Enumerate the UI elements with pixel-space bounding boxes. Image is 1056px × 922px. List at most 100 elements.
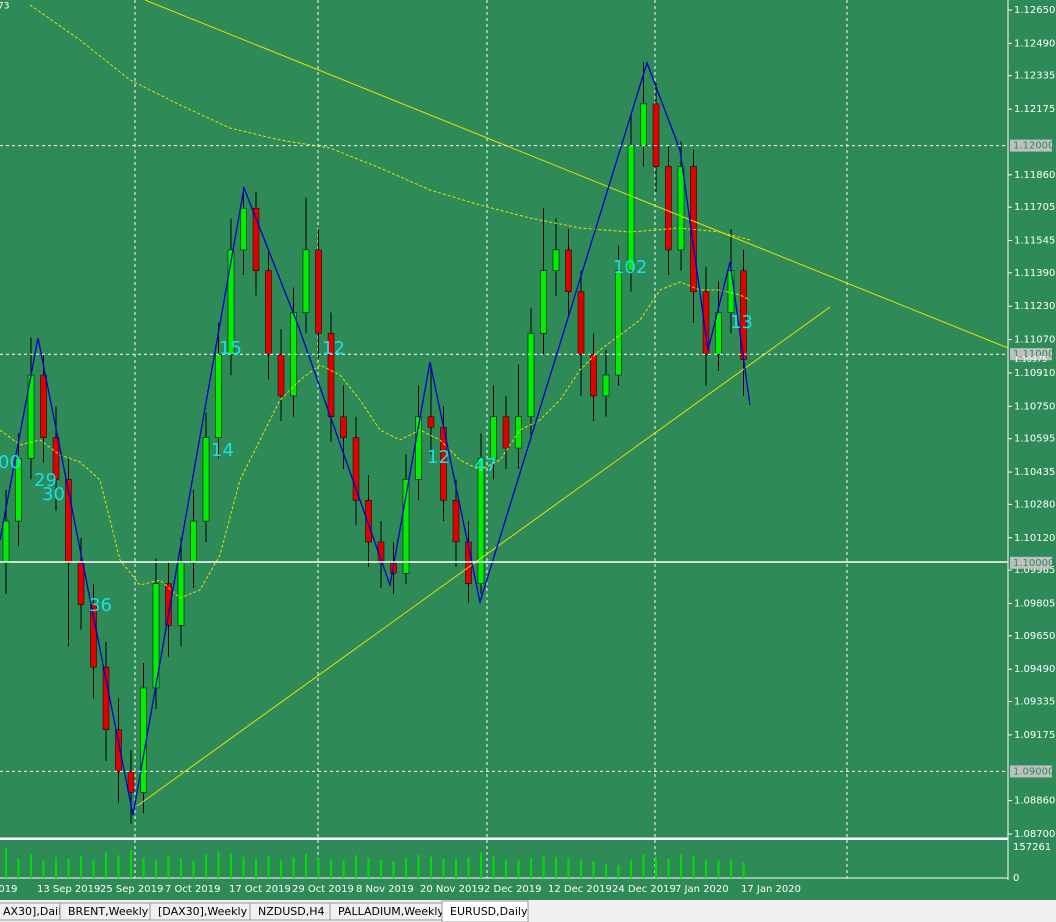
- tab-label[interactable]: PALLADIUM,Weekly: [338, 905, 444, 918]
- x-tick-label: 29 Oct 2019: [292, 884, 354, 895]
- candle-body: [665, 166, 672, 251]
- candle-body: [240, 207, 247, 251]
- wave-label: 29: [34, 470, 57, 491]
- trend-line: [136, 306, 831, 807]
- volume-tick-label: 157261: [1013, 842, 1051, 853]
- x-tick-label: 17 Oct 2019: [229, 884, 291, 895]
- candle-body: [40, 374, 47, 438]
- candle-body: [590, 353, 597, 397]
- candle-body: [415, 416, 422, 480]
- y-tick-label: 1.12650: [1014, 5, 1055, 16]
- candle-body: [190, 520, 197, 564]
- wave-label: 15: [219, 338, 242, 359]
- candle-body: [252, 207, 260, 272]
- wave-label: 102: [613, 257, 647, 278]
- candle-body: [365, 499, 372, 543]
- y-tick-label: 1.09650: [1014, 631, 1055, 642]
- wave-label: 30: [42, 484, 65, 505]
- volume-area: [0, 840, 1008, 878]
- candle-body: [265, 270, 272, 355]
- x-tick-label: 24 Dec 2019: [612, 884, 676, 895]
- x-tick-label: 25 Sep 2019: [100, 884, 163, 895]
- price-axis: [1008, 0, 1056, 900]
- level-label: 1.09000: [1013, 766, 1054, 777]
- candle-body: [102, 666, 110, 730]
- y-tick-label: 1.08860: [1014, 796, 1055, 807]
- level-box: [1010, 765, 1052, 778]
- y-tick-label: 1.10120: [1014, 533, 1055, 544]
- y-tick-label: 1.10595: [1014, 434, 1055, 445]
- y-tick-label: 1.10750: [1014, 401, 1055, 412]
- candle-body: [615, 270, 622, 376]
- wave-label: 13: [730, 312, 753, 333]
- candle-body: [52, 437, 60, 480]
- x-tick-label: 7 Jan 2020: [675, 884, 729, 895]
- level-box: [1010, 556, 1052, 569]
- tab-label[interactable]: EURUSD,Daily: [450, 905, 528, 918]
- tab-label[interactable]: NZDUSD,H4: [258, 905, 325, 918]
- corner-text: 73: [0, 2, 9, 12]
- candle-body: [652, 103, 660, 167]
- x-tick-label: 17 Jan 2020: [741, 884, 801, 895]
- level-label: 1.11000: [1013, 349, 1054, 360]
- wave-label: 47: [474, 455, 497, 476]
- y-tick-label: 1.08700: [1014, 829, 1055, 840]
- y-tick-label: 1.12175: [1014, 104, 1055, 115]
- candle-body: [477, 458, 485, 584]
- candle-body: [340, 416, 347, 438]
- candle-body: [565, 249, 572, 292]
- x-tick-label: 12 Dec 2019: [548, 884, 612, 895]
- candle-body: [452, 499, 460, 543]
- candle-body: [640, 103, 647, 146]
- y-tick-label: 1.12490: [1014, 38, 1055, 49]
- tab-label[interactable]: [DAX30],Weekly: [158, 905, 248, 918]
- wave-label: 12: [427, 447, 450, 468]
- x-tick-label: 8 Nov 2019: [356, 884, 414, 895]
- y-tick-label: 1.11230: [1014, 301, 1055, 312]
- candle-body: [2, 520, 10, 564]
- candle-body: [552, 249, 560, 272]
- candle-body: [402, 479, 410, 574]
- candle-body: [77, 562, 85, 605]
- level-label: 1.10000: [1013, 558, 1054, 569]
- candle-body: [577, 291, 585, 355]
- candle-body: [715, 312, 722, 355]
- y-tick-label: 1.11545: [1014, 236, 1055, 247]
- candle-body: [315, 249, 322, 334]
- volume-tick-label: 0: [1013, 873, 1019, 884]
- level-box: [1010, 139, 1052, 152]
- y-tick-label: 1.11860: [1014, 170, 1055, 181]
- level-box: [1010, 348, 1052, 361]
- wave-label: 14: [211, 440, 234, 461]
- y-tick-label: 1.09805: [1014, 598, 1055, 609]
- y-tick-label: 1.09965: [1014, 565, 1055, 576]
- candle-body: [15, 458, 22, 522]
- y-tick-label: 1.12335: [1014, 71, 1055, 82]
- candle-body: [165, 583, 172, 626]
- y-tick-label: 1.10910: [1014, 368, 1055, 379]
- y-tick-label: 1.09335: [1014, 697, 1055, 708]
- wave-label: 36: [89, 595, 112, 616]
- y-tick-label: 1.09490: [1014, 664, 1055, 675]
- candle-body: [115, 729, 122, 772]
- candle-body: [540, 270, 547, 334]
- candle-body: [627, 145, 635, 272]
- y-tick-label: 1.11705: [1014, 202, 1055, 213]
- candle-body: [427, 416, 435, 428]
- zigzag: [0, 61, 751, 816]
- candle-body: [302, 249, 310, 313]
- moving-average: [29, 4, 751, 241]
- candle-body: [277, 353, 285, 397]
- moving-average: [0, 281, 751, 599]
- x-tick-label: 13 Sep 2019: [37, 884, 100, 895]
- tab-label[interactable]: BRENT,Weekly: [68, 905, 149, 918]
- candle-body: [677, 166, 685, 251]
- tab[interactable]: [441, 900, 529, 922]
- tab-label[interactable]: AX30],Daily: [3, 905, 68, 918]
- wave-label: 12: [322, 338, 345, 359]
- time-axis: [0, 878, 1008, 900]
- level-label: 1.12000: [1013, 141, 1054, 152]
- candle-body: [702, 291, 710, 355]
- x-tick-label: 20 Nov 2019: [420, 884, 484, 895]
